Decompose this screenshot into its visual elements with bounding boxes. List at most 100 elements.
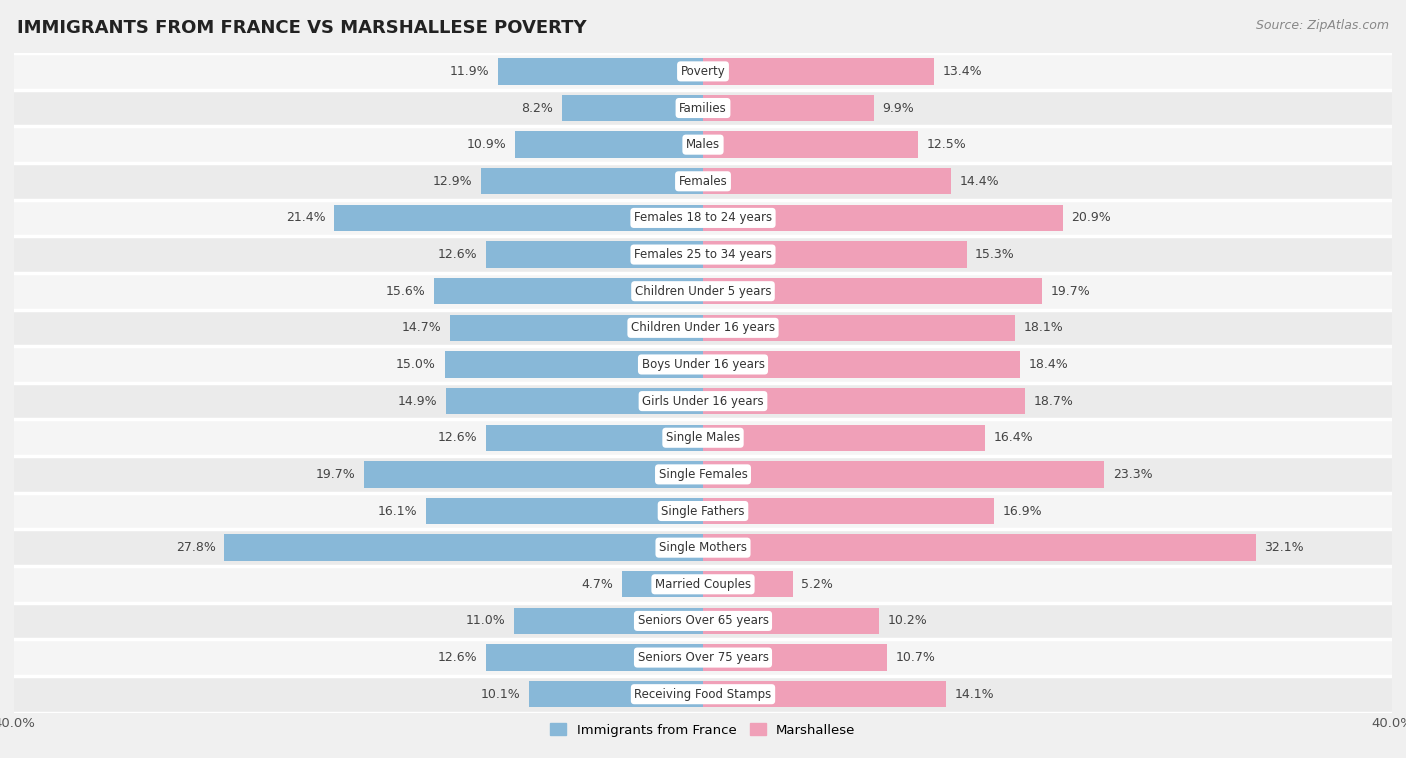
Text: 13.4%: 13.4% [942, 65, 981, 78]
Bar [14, 309, 1392, 346]
Text: Seniors Over 75 years: Seniors Over 75 years [637, 651, 769, 664]
Bar [14, 493, 1392, 529]
Text: 10.7%: 10.7% [896, 651, 936, 664]
Text: 18.7%: 18.7% [1033, 395, 1074, 408]
Bar [14, 163, 1392, 199]
Bar [14, 639, 1392, 676]
Bar [14, 346, 1392, 383]
Text: Girls Under 16 years: Girls Under 16 years [643, 395, 763, 408]
Bar [703, 461, 1104, 487]
Text: Boys Under 16 years: Boys Under 16 years [641, 358, 765, 371]
Bar [426, 498, 703, 525]
Bar [703, 388, 1025, 415]
Text: Females 25 to 34 years: Females 25 to 34 years [634, 248, 772, 261]
Bar [703, 315, 1015, 341]
Bar [14, 236, 1392, 273]
Text: 11.9%: 11.9% [450, 65, 489, 78]
Bar [446, 388, 703, 415]
Bar [703, 58, 934, 85]
Bar [14, 603, 1392, 639]
Text: 5.2%: 5.2% [801, 578, 832, 590]
Bar [486, 424, 703, 451]
Bar [14, 127, 1392, 163]
Text: 15.6%: 15.6% [387, 285, 426, 298]
Text: 14.1%: 14.1% [955, 688, 994, 700]
Text: Seniors Over 65 years: Seniors Over 65 years [637, 615, 769, 628]
Text: Receiving Food Stamps: Receiving Food Stamps [634, 688, 772, 700]
Text: Single Males: Single Males [666, 431, 740, 444]
Bar [562, 95, 703, 121]
Text: 16.4%: 16.4% [994, 431, 1033, 444]
Text: 15.3%: 15.3% [976, 248, 1015, 261]
Text: 14.7%: 14.7% [402, 321, 441, 334]
Bar [224, 534, 703, 561]
Text: 12.6%: 12.6% [437, 248, 478, 261]
Text: 15.0%: 15.0% [396, 358, 436, 371]
Text: 8.2%: 8.2% [522, 102, 553, 114]
Bar [703, 205, 1063, 231]
Text: Single Fathers: Single Fathers [661, 505, 745, 518]
Bar [434, 278, 703, 305]
Text: 14.4%: 14.4% [960, 175, 1000, 188]
Bar [14, 89, 1392, 127]
Bar [486, 241, 703, 268]
Text: Single Mothers: Single Mothers [659, 541, 747, 554]
Bar [14, 419, 1392, 456]
Bar [703, 168, 950, 195]
Text: 12.5%: 12.5% [927, 138, 967, 151]
Text: Females 18 to 24 years: Females 18 to 24 years [634, 211, 772, 224]
Text: Females: Females [679, 175, 727, 188]
Bar [14, 456, 1392, 493]
Bar [444, 351, 703, 377]
Bar [14, 529, 1392, 566]
Text: 27.8%: 27.8% [176, 541, 215, 554]
Text: 11.0%: 11.0% [465, 615, 505, 628]
Bar [364, 461, 703, 487]
Text: 16.9%: 16.9% [1002, 505, 1042, 518]
Text: Source: ZipAtlas.com: Source: ZipAtlas.com [1256, 19, 1389, 32]
Bar [515, 131, 703, 158]
Bar [703, 534, 1256, 561]
Text: 10.9%: 10.9% [467, 138, 506, 151]
Text: IMMIGRANTS FROM FRANCE VS MARSHALLESE POVERTY: IMMIGRANTS FROM FRANCE VS MARSHALLESE PO… [17, 19, 586, 37]
Bar [703, 608, 879, 634]
Text: 4.7%: 4.7% [582, 578, 613, 590]
Text: 19.7%: 19.7% [315, 468, 356, 481]
Text: 9.9%: 9.9% [882, 102, 914, 114]
Text: 18.4%: 18.4% [1029, 358, 1069, 371]
Text: 12.9%: 12.9% [433, 175, 472, 188]
Text: 16.1%: 16.1% [377, 505, 418, 518]
Bar [450, 315, 703, 341]
Text: 10.1%: 10.1% [481, 688, 520, 700]
Bar [14, 199, 1392, 236]
Bar [703, 351, 1019, 377]
Bar [703, 95, 873, 121]
Bar [14, 676, 1392, 713]
Bar [703, 571, 793, 597]
Bar [498, 58, 703, 85]
Text: 23.3%: 23.3% [1114, 468, 1153, 481]
Bar [14, 566, 1392, 603]
Text: 20.9%: 20.9% [1071, 211, 1111, 224]
Text: Children Under 16 years: Children Under 16 years [631, 321, 775, 334]
Text: 18.1%: 18.1% [1024, 321, 1063, 334]
Text: Single Females: Single Females [658, 468, 748, 481]
Text: Poverty: Poverty [681, 65, 725, 78]
Bar [703, 424, 986, 451]
Text: Children Under 5 years: Children Under 5 years [634, 285, 772, 298]
Bar [335, 205, 703, 231]
Bar [14, 383, 1392, 419]
Bar [703, 278, 1042, 305]
Bar [703, 498, 994, 525]
Bar [14, 53, 1392, 89]
Bar [621, 571, 703, 597]
Text: 12.6%: 12.6% [437, 431, 478, 444]
Bar [513, 608, 703, 634]
Text: 12.6%: 12.6% [437, 651, 478, 664]
Text: 32.1%: 32.1% [1264, 541, 1305, 554]
Bar [703, 131, 918, 158]
Text: 21.4%: 21.4% [287, 211, 326, 224]
Bar [14, 273, 1392, 309]
Bar [703, 681, 946, 707]
Legend: Immigrants from France, Marshallese: Immigrants from France, Marshallese [546, 719, 860, 742]
